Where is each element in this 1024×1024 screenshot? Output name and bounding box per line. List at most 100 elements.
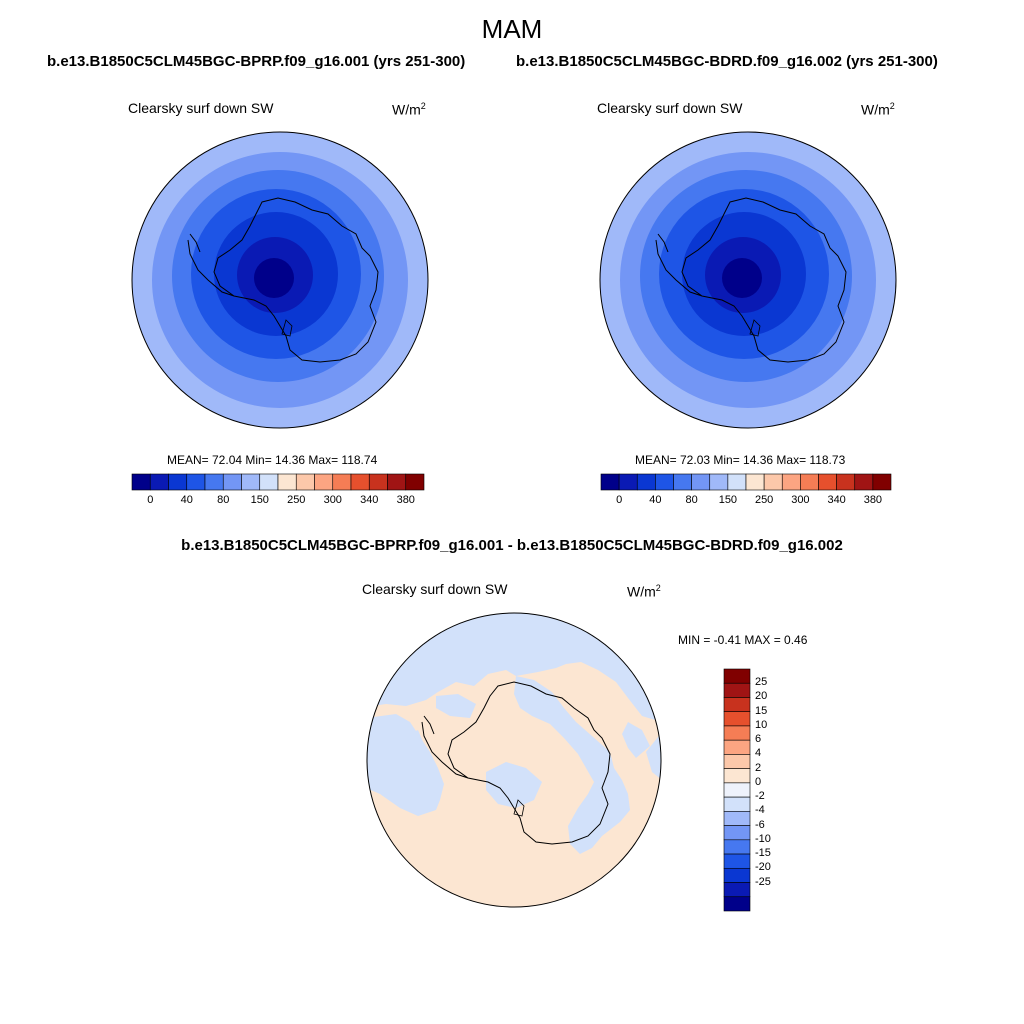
colorbar-swatch [723,796,751,812]
panel-2-map [599,131,897,429]
colorbar-swatch [723,739,751,755]
colorbar-tick-label: 40 [649,494,662,506]
colorbar-tick-label: 80 [217,494,230,506]
colorbar-swatch [168,473,188,491]
colorbar-swatch [350,473,370,491]
colorbar-tick-label: -10 [755,832,771,845]
colorbar-tick-label: 0 [616,494,623,506]
colorbar-swatch [818,473,837,491]
colorbar-tick-label: 20 [755,690,768,703]
difference-stats: MIN = -0.41 MAX = 0.46 [678,633,808,647]
colorbar-tick-label: 300 [323,494,342,506]
season-title: MAM [481,14,543,44]
colorbar-swatch [723,811,751,826]
colorbar-tick-label: 4 [755,747,762,760]
antarctica-coastline [655,197,847,363]
colorbar-swatch [259,473,279,491]
colorbar-swatch [723,682,751,698]
colorbar-tick-label: -15 [755,847,771,860]
colorbar-tick-label: -25 [755,875,771,888]
panel-1-units: W/m2 [392,101,426,118]
panel-2-stats: MEAN= 72.03 Min= 14.36 Max= 118.73 [635,453,846,467]
colorbar-swatch [655,473,674,491]
colorbar-tick-label: 25 [755,676,768,689]
colorbar-tick-label: -2 [755,790,765,803]
colorbar-swatch [691,473,711,491]
colorbar-tick-label: 150 [718,494,738,506]
colorbar-tick-label: 250 [287,494,306,506]
colorbar-tick-label: 380 [396,494,415,506]
colorbar-tick-label: 300 [791,494,810,506]
difference-variable-label: Clearsky surf down SW [362,581,508,597]
antarctica-coastline [187,197,379,363]
colorbar-swatch [277,473,297,491]
colorbar-swatch [781,473,801,491]
colorbar-swatch [723,896,751,912]
antarctica-coastline [421,681,611,845]
difference-colorbar [723,668,751,912]
colorbar-tick-label: 40 [180,494,193,506]
colorbar-swatch [295,473,315,491]
colorbar-swatch [204,473,224,491]
colorbar-swatch [745,473,765,491]
colorbar-tick-label: -6 [755,818,765,831]
colorbar-swatch [723,839,751,855]
colorbar-tick-label: 80 [685,494,698,506]
panel-2-case-title: b.e13.B1850C5CLM45BGC-BDRD.f09_g16.002 (… [516,53,938,70]
panel-1-colorbar [131,473,425,491]
panel-1-case-title: b.e13.B1850C5CLM45BGC-BPRP.f09_g16.001 (… [47,53,466,70]
colorbar-tick-label: 0 [755,775,762,788]
panel-2-colorbar [600,473,892,491]
colorbar-swatch [186,473,206,491]
colorbar-swatch [723,711,751,727]
colorbar-swatch [723,882,751,898]
colorbar-swatch [332,473,352,491]
colorbar-swatch [149,473,169,491]
colorbar-swatch [723,668,751,684]
colorbar-swatch [763,473,783,491]
colorbar-swatch [673,473,692,491]
panel-1-map [131,131,429,429]
colorbar-swatch [618,473,638,491]
colorbar-tick-label: 2 [755,761,762,774]
colorbar-swatch [222,473,242,491]
colorbar-tick-label: 340 [827,494,846,506]
colorbar-swatch [800,473,819,491]
colorbar-tick-label: 340 [360,494,379,506]
colorbar-swatch [872,473,892,491]
panel-2-variable-label: Clearsky surf down SW [597,100,743,116]
colorbar-swatch [600,473,620,491]
colorbar-swatch [636,473,656,491]
difference-colorbar-labels: 25 20 15 10 6 4 2 0 -2 -4 -6 -10 -15 -20 -25 [755,669,795,911]
colorbar-swatch [854,473,874,491]
colorbar-swatch [723,697,751,713]
colorbar-tick-label: 250 [754,494,774,506]
colorbar-swatch [723,768,751,784]
colorbar-tick-label: 6 [755,733,762,746]
difference-map [366,612,662,908]
colorbar-swatch [723,754,751,769]
colorbar-swatch [723,853,751,869]
colorbar-tick-label: 380 [863,494,883,506]
colorbar-swatch [131,473,151,491]
panel-1-variable-label: Clearsky surf down SW [128,100,274,116]
colorbar-swatch [723,725,751,741]
colorbar-swatch [387,473,407,491]
colorbar-tick-label: 15 [755,704,768,717]
colorbar-swatch [723,825,751,841]
colorbar-tick-label: 0 [147,494,154,506]
colorbar-tick-label: -4 [755,804,765,817]
colorbar-tick-label: -20 [755,861,771,874]
colorbar-swatch [727,473,747,491]
panel-1-colorbar-labels: 0 40 80 150 250 300 340 380 [132,494,424,508]
colorbar-tick-label: 150 [250,494,269,506]
colorbar-swatch [723,867,751,883]
panel-2-units: W/m2 [861,101,895,118]
colorbar-swatch [405,473,425,491]
colorbar-swatch [723,782,751,798]
panel-1-stats: MEAN= 72.04 Min= 14.36 Max= 118.74 [167,453,378,467]
colorbar-swatch [709,473,729,491]
colorbar-swatch [241,473,261,491]
colorbar-swatch [314,473,334,491]
difference-units: W/m2 [627,583,661,600]
